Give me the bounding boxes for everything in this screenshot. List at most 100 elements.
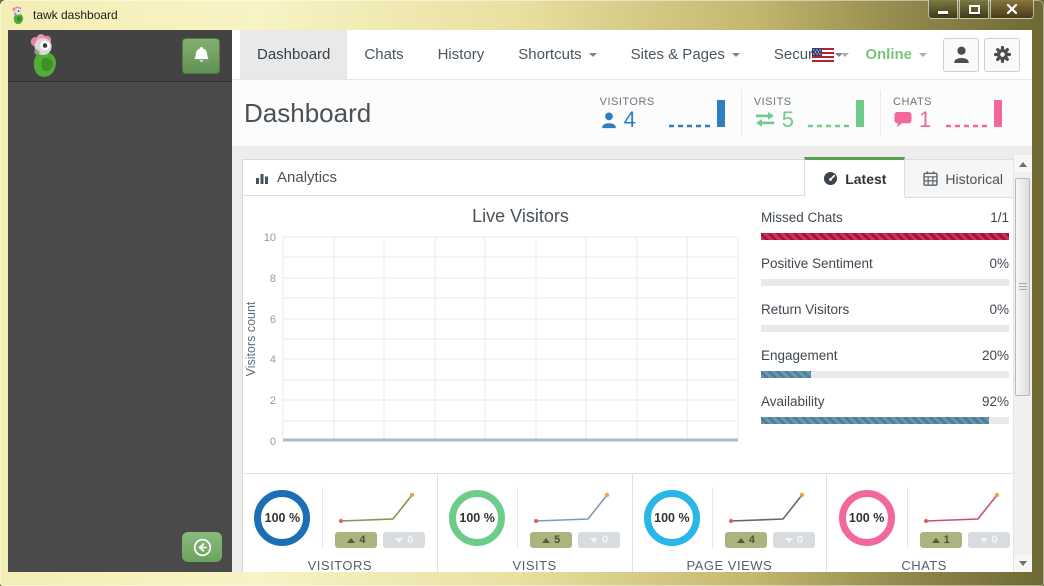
metric-bar bbox=[761, 417, 1009, 424]
divider bbox=[322, 487, 324, 549]
status-label: Online bbox=[865, 46, 912, 63]
badge-up: 1 bbox=[919, 532, 962, 548]
nav-item-dashboard[interactable]: Dashboard bbox=[240, 30, 348, 79]
notifications-button[interactable] bbox=[182, 37, 220, 74]
summary-widgets: 100 % 4 0 bbox=[243, 473, 1021, 572]
nav-item-chats[interactable]: Chats bbox=[347, 30, 420, 79]
nav-label: Shortcuts bbox=[518, 46, 582, 63]
triangle-up-icon bbox=[931, 534, 940, 543]
y-tick: 4 bbox=[270, 354, 276, 366]
chevron-down-icon bbox=[835, 52, 844, 61]
collapse-sidebar-button[interactable] bbox=[182, 532, 222, 562]
chevron-down-icon bbox=[588, 52, 597, 61]
stat-sparkline bbox=[668, 100, 725, 128]
widget-label: PAGE VIEWS bbox=[686, 558, 773, 572]
scroll-down-button[interactable] bbox=[1014, 555, 1032, 572]
badge-up: 4 bbox=[724, 532, 767, 548]
calendar-icon bbox=[923, 171, 939, 186]
chevron-down-icon bbox=[841, 52, 850, 61]
gear-icon bbox=[993, 46, 1011, 63]
window-title: tawk dashboard bbox=[33, 8, 118, 22]
badge-down: 0 bbox=[772, 532, 815, 548]
badge-up: 5 bbox=[530, 532, 573, 548]
metric-fill bbox=[761, 233, 1009, 240]
grip-icon bbox=[1018, 283, 1027, 291]
page-header: Dashboard VISITORS 4 bbox=[232, 80, 1032, 147]
settings-button[interactable] bbox=[984, 37, 1020, 72]
live-visitors-chart: Live Visitors 0 2 bbox=[243, 196, 758, 463]
nav-item-shortcuts[interactable]: Shortcuts bbox=[501, 30, 613, 79]
y-tick: 6 bbox=[270, 314, 276, 326]
panel-body: Live Visitors 0 2 bbox=[243, 196, 1021, 572]
nav-item-history[interactable]: History bbox=[421, 30, 502, 79]
maximize-icon bbox=[968, 4, 980, 14]
triangle-down-icon bbox=[979, 537, 988, 547]
badge-up: 4 bbox=[335, 532, 378, 548]
arrow-down-icon bbox=[1019, 560, 1027, 570]
chevron-down-icon bbox=[919, 52, 927, 61]
tab-historical[interactable]: Historical bbox=[905, 159, 1022, 198]
metrics-list: Missed Chats 1/1 Positive Sentiment 0% Ret… bbox=[761, 210, 1009, 440]
widget-label: VISITORS bbox=[307, 558, 373, 572]
close-button[interactable] bbox=[990, 0, 1034, 19]
language-selector[interactable] bbox=[812, 47, 850, 62]
metric-label: Missed Chats bbox=[761, 210, 843, 225]
divider bbox=[517, 487, 519, 549]
metric-value: 1/1 bbox=[990, 210, 1009, 225]
navbar-buttons bbox=[943, 37, 1020, 72]
tab-label: Latest bbox=[845, 170, 887, 187]
y-tick: 2 bbox=[270, 395, 276, 407]
stat-label: CHATS bbox=[893, 95, 932, 108]
widget-sparkline bbox=[728, 492, 805, 523]
minimize-button[interactable] bbox=[928, 0, 958, 19]
main-area: Dashboard Chats History Shortcuts Sites … bbox=[232, 30, 1032, 572]
metric-bar bbox=[761, 233, 1009, 240]
stat-sparkline bbox=[808, 100, 865, 128]
widget-page-views: 100 % 4 0 bbox=[633, 474, 828, 572]
triangle-up-icon bbox=[736, 534, 745, 543]
vertical-scrollbar[interactable] bbox=[1013, 155, 1032, 572]
progress-ring: 100 % bbox=[838, 490, 895, 546]
stat-label: VISITS bbox=[753, 95, 792, 108]
stat-value: 4 bbox=[623, 106, 636, 132]
window-controls bbox=[928, 0, 1034, 19]
badge-down: 0 bbox=[967, 532, 1010, 548]
navbar-right: Online bbox=[812, 30, 1020, 79]
widget-label: VISITS bbox=[512, 558, 557, 572]
person-icon bbox=[601, 112, 616, 128]
app-window: Dashboard Chats History Shortcuts Sites … bbox=[8, 30, 1032, 572]
app-parrot-icon bbox=[12, 5, 24, 24]
widget-visitors: 100 % 4 0 bbox=[243, 474, 438, 572]
nav-item-sites-pages[interactable]: Sites & Pages bbox=[614, 30, 757, 79]
panel-title-text: Analytics bbox=[277, 169, 338, 186]
divider bbox=[906, 487, 908, 549]
chevron-down-icon bbox=[731, 52, 740, 61]
metric-fill bbox=[761, 371, 811, 378]
analytics-panel: Analytics Latest bbox=[242, 157, 1022, 572]
chart-title: Live Visitors bbox=[472, 206, 569, 226]
metric-bar bbox=[761, 371, 1009, 378]
triangle-up-icon bbox=[542, 534, 551, 543]
content-area: Analytics Latest bbox=[232, 147, 1032, 572]
titlebar[interactable]: tawk dashboard bbox=[0, 0, 1044, 30]
profile-button[interactable] bbox=[943, 37, 979, 72]
tawk-parrot-logo bbox=[30, 33, 57, 77]
scrollbar-thumb[interactable] bbox=[1015, 178, 1030, 396]
nav-label: Dashboard bbox=[257, 46, 331, 63]
tab-label: Historical bbox=[945, 170, 1003, 187]
stat-info: CHATS 1 bbox=[893, 96, 932, 131]
metric-label: Engagement bbox=[761, 348, 838, 363]
widget-sparkline bbox=[534, 492, 610, 523]
maximize-button[interactable] bbox=[959, 0, 989, 19]
metric-bar bbox=[761, 325, 1009, 332]
stat-chats: CHATS 1 bbox=[880, 90, 1018, 136]
tab-latest[interactable]: Latest bbox=[804, 157, 906, 197]
stat-sparkline bbox=[946, 100, 1002, 128]
badge-down: 0 bbox=[383, 532, 426, 548]
badge-down: 0 bbox=[578, 532, 621, 548]
metric-return-visitors: Return Visitors 0% bbox=[761, 302, 1009, 332]
scroll-up-button[interactable] bbox=[1014, 155, 1032, 172]
status-selector[interactable]: Online bbox=[865, 46, 927, 63]
page-title: Dashboard bbox=[244, 97, 372, 128]
widget-chats: 100 % 1 0 bbox=[827, 474, 1021, 572]
